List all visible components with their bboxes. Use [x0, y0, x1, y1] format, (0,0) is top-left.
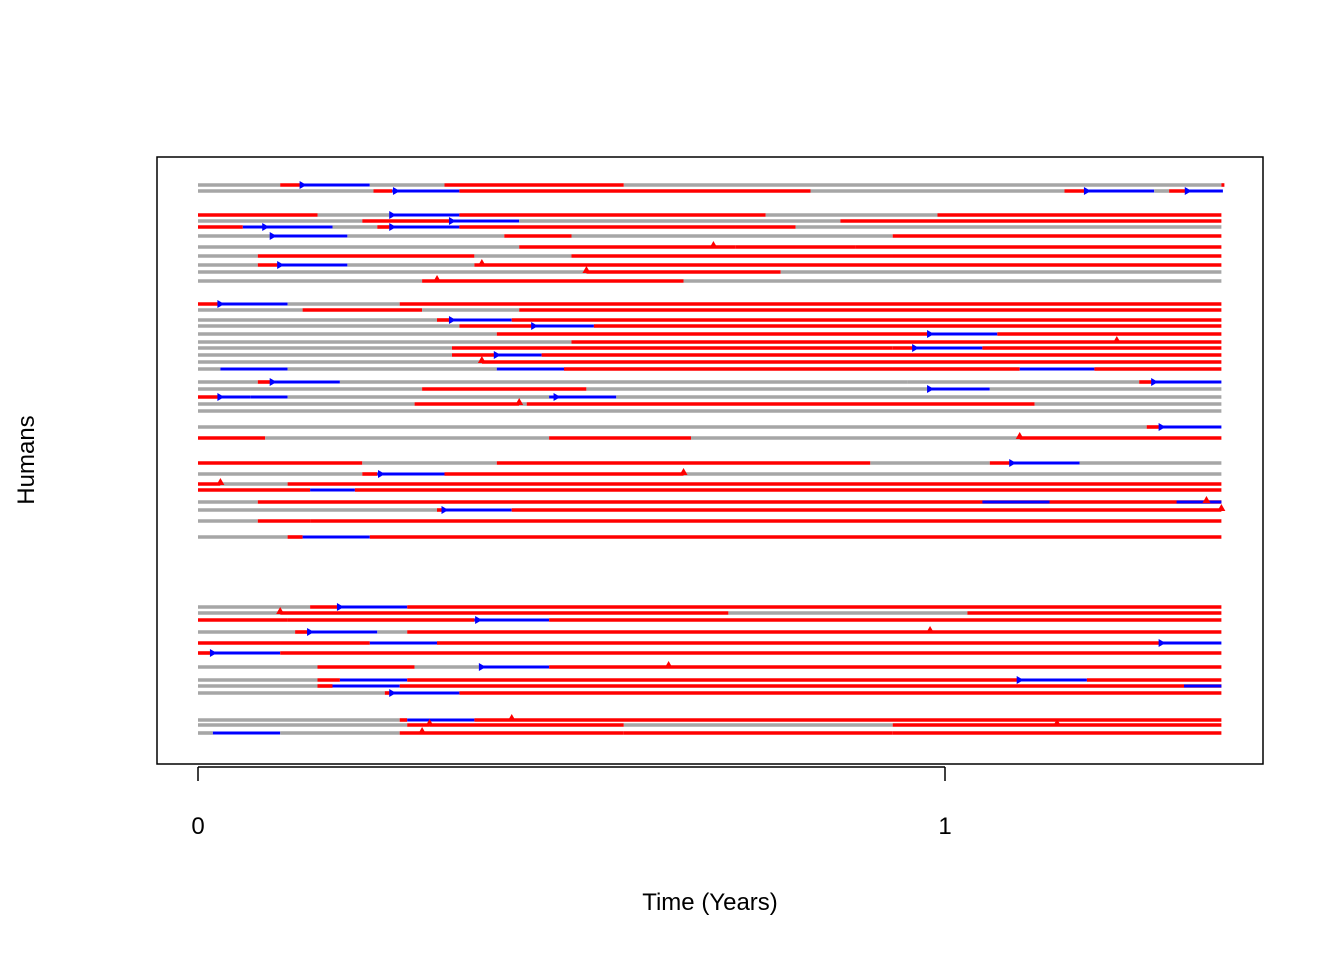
infection-event-marker [418, 727, 427, 734]
infection-event-marker [515, 398, 524, 405]
treatment-event-marker [299, 181, 307, 189]
treatment-event-marker [493, 351, 501, 359]
treatment-event-marker [217, 393, 225, 401]
treatment-event-marker [392, 187, 400, 195]
infection-event-marker [477, 259, 486, 266]
infection-event-marker [1053, 719, 1062, 726]
treatment-event-marker [307, 628, 315, 636]
treatment-event-marker [277, 261, 285, 269]
treatment-event-marker [1151, 378, 1159, 386]
plot-frame [156, 156, 1264, 765]
infection-event-marker [477, 356, 486, 363]
treatment-event-marker [269, 378, 277, 386]
treatment-event-marker [441, 506, 449, 514]
y-axis-title: Humans [13, 415, 40, 504]
infection-event-marker [216, 478, 225, 485]
treatment-event-marker [553, 393, 561, 401]
treatment-event-marker [336, 603, 344, 611]
treatment-event-marker [269, 232, 277, 240]
treatment-event-marker [262, 223, 270, 231]
x-axis-title: Time (Years) [642, 889, 778, 916]
treatment-event-marker [1009, 459, 1017, 467]
treatment-event-marker [927, 385, 935, 393]
infection-event-marker [1112, 336, 1121, 343]
treatment-event-marker [1158, 423, 1166, 431]
treatment-event-marker [1184, 187, 1192, 195]
treatment-event-marker [209, 649, 217, 657]
infection-event-marker [709, 241, 718, 248]
treatment-event-marker [389, 223, 397, 231]
infection-event-marker [679, 468, 688, 475]
infection-event-marker [507, 714, 516, 721]
treatment-event-marker [217, 300, 225, 308]
treatment-event-marker [448, 316, 456, 324]
humans-timeline-rows [198, 183, 1225, 735]
x-tick-label: 0 [191, 813, 204, 840]
treatment-event-marker [478, 663, 486, 671]
treatment-event-marker [1158, 639, 1166, 647]
x-tick-label: 1 [938, 813, 951, 840]
treatment-event-marker [389, 211, 397, 219]
infection-event-marker [664, 661, 673, 668]
treatment-event-marker [448, 217, 456, 225]
infection-event-marker [1217, 504, 1226, 511]
treatment-event-marker [531, 322, 539, 330]
infection-event-marker [1015, 432, 1024, 439]
treatment-event-marker [927, 330, 935, 338]
treatment-event-marker [912, 344, 920, 352]
treatment-event-marker [378, 470, 386, 478]
event-markers [209, 181, 1226, 734]
treatment-event-marker [1083, 187, 1091, 195]
treatment-event-marker [1016, 676, 1024, 684]
infection-event-marker [926, 626, 935, 633]
treatment-event-marker [475, 616, 483, 624]
infection-event-marker [582, 266, 591, 273]
treatment-event-marker [389, 689, 397, 697]
infection-event-marker [1202, 496, 1211, 503]
infection-event-marker [425, 719, 434, 726]
infection-event-marker [433, 275, 442, 282]
infection-event-marker [276, 607, 285, 614]
